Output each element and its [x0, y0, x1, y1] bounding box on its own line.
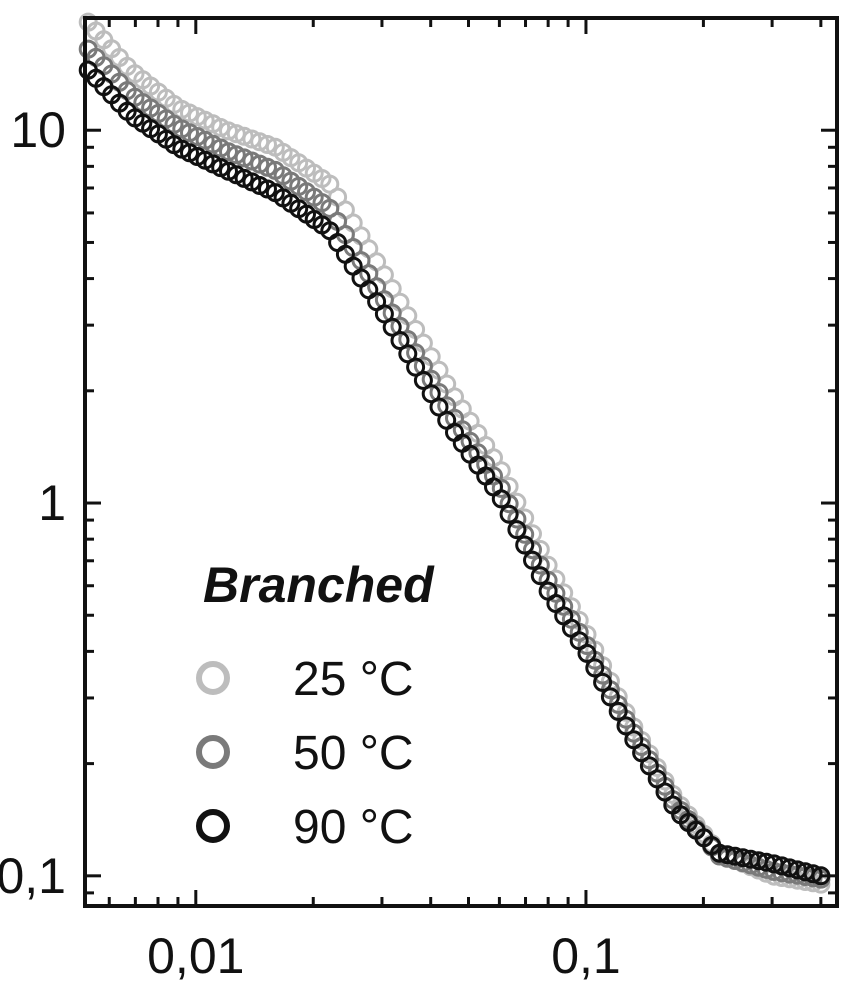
legend-marker — [196, 735, 230, 769]
data-point — [530, 566, 550, 586]
data-point — [616, 716, 636, 736]
tick-labels: 0,01 0,1 0,1 1 10 — [0, 102, 621, 981]
data-point — [803, 864, 823, 884]
data-point — [491, 489, 511, 509]
data-point — [515, 535, 535, 555]
legend-title: Branched — [203, 557, 435, 613]
series-2-points — [78, 39, 831, 889]
plot-frame — [83, 16, 839, 908]
x-tick-label: 0,1 — [551, 928, 621, 981]
legend-marker — [196, 661, 230, 695]
x-tick-label: 0,01 — [147, 928, 244, 981]
data-point — [600, 687, 620, 707]
data-point — [577, 643, 597, 663]
y-tick-label: 0,1 — [0, 848, 66, 904]
data-point — [593, 672, 613, 692]
data-point — [585, 658, 605, 678]
data-point — [523, 550, 542, 570]
legend-entry-label: 50 °C — [293, 727, 414, 780]
legend: Branched 25 °C 50 °C 90 °C — [196, 557, 435, 854]
y-tick-label: 1 — [38, 475, 66, 531]
y-tick-label: 10 — [10, 102, 66, 158]
data-point — [499, 504, 519, 524]
data-points — [78, 12, 831, 894]
data-point — [491, 478, 511, 498]
data-point — [608, 701, 628, 721]
legend-entry-label: 25 °C — [293, 653, 414, 706]
legend-entry-label: 90 °C — [293, 801, 414, 854]
legend-marker — [196, 809, 230, 843]
series-3-points — [78, 60, 831, 886]
data-point — [507, 520, 527, 540]
